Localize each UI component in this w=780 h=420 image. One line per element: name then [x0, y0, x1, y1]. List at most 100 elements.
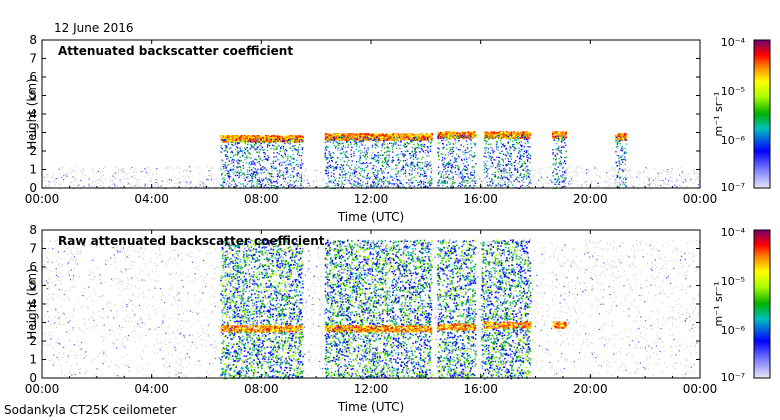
cloud-pixel [254, 136, 257, 139]
precip-pixel [326, 136, 328, 138]
precip-pixel [328, 151, 330, 153]
cloud-pixel [328, 134, 330, 137]
cloud-pixel [235, 136, 237, 138]
noise-pixel [476, 185, 478, 187]
precip-pixel [237, 153, 239, 155]
noise-pixel [112, 175, 114, 177]
noise-pixel [538, 177, 540, 180]
cloud-pixel [339, 135, 341, 137]
cloud-pixel [355, 135, 357, 138]
precip-pixel [372, 179, 374, 181]
precip-pixel [360, 170, 363, 173]
precip-pixel [411, 173, 413, 175]
noise-pixel [657, 172, 659, 174]
noise-pixel [501, 168, 503, 170]
noise-pixel [240, 186, 242, 188]
precip-pixel [385, 151, 387, 153]
precip-pixel [364, 156, 366, 158]
cloud-pixel [388, 138, 391, 141]
precip-pixel [346, 141, 348, 144]
precip-pixel [300, 180, 303, 182]
precip-pixel [220, 145, 222, 147]
noise-pixel [237, 169, 239, 171]
noise-pixel [359, 166, 361, 168]
precip-pixel [373, 184, 375, 186]
precip-pixel [277, 140, 279, 143]
cloud-pixel [364, 133, 367, 135]
precip-pixel [417, 172, 419, 174]
cloud-pixel [268, 140, 270, 142]
precip-pixel [268, 178, 270, 180]
noise-pixel [354, 183, 356, 185]
precip-pixel [391, 161, 393, 163]
precip-pixel [422, 150, 424, 152]
noise-pixel [396, 177, 398, 180]
precip-pixel [339, 149, 342, 151]
precip-pixel [360, 186, 363, 188]
precip-pixel [296, 163, 298, 166]
precip-pixel [391, 146, 393, 149]
precip-pixel [232, 159, 234, 161]
precip-pixel [296, 173, 298, 175]
cloud-pixel [444, 137, 446, 139]
precip-pixel [372, 184, 374, 186]
cloud-pixel [427, 134, 429, 136]
cloud-pixel [264, 136, 266, 138]
noise-pixel [120, 179, 122, 181]
noise-pixel [467, 170, 469, 172]
precip-pixel [280, 147, 282, 149]
noise-pixel [617, 182, 619, 184]
cloud-pixel [329, 137, 331, 139]
precip-pixel [281, 164, 283, 166]
precip-pixel [348, 180, 350, 182]
precip-pixel [226, 172, 228, 175]
noise-pixel [521, 180, 523, 182]
precip-pixel [376, 144, 378, 146]
precip-pixel [239, 166, 241, 169]
precip-pixel [223, 181, 225, 183]
precip-pixel [268, 183, 270, 185]
cloud-pixel [378, 134, 380, 136]
precip-pixel [416, 138, 418, 140]
noise-pixel [111, 179, 114, 181]
precip-pixel [415, 180, 417, 182]
cloud-pixel [292, 137, 294, 139]
precip-pixel [422, 156, 424, 158]
precip-pixel [328, 156, 330, 159]
noise-pixel [285, 173, 287, 175]
noise-pixel [346, 182, 348, 184]
precip-pixel [371, 168, 373, 170]
precip-pixel [249, 148, 251, 150]
cloud-pixel [390, 136, 393, 138]
noise-pixel [319, 185, 321, 187]
precip-pixel [411, 151, 413, 153]
noise-pixel [144, 168, 146, 170]
noise-pixel [675, 179, 677, 181]
noise-pixel [126, 183, 129, 185]
precip-pixel [409, 164, 412, 166]
precip-pixel [270, 148, 272, 150]
noise-pixel [292, 180, 294, 182]
noise-pixel [461, 188, 463, 190]
noise-pixel [639, 172, 642, 174]
cloud-pixel [275, 139, 277, 142]
noise-pixel [371, 175, 373, 178]
noise-pixel [360, 182, 362, 184]
noise-pixel [144, 185, 146, 187]
noise-pixel [97, 182, 99, 184]
precip-pixel [271, 166, 273, 168]
precip-pixel [295, 164, 297, 166]
precip-pixel [337, 157, 339, 159]
cloud-pixel [271, 136, 274, 139]
noise-pixel [670, 181, 673, 183]
noise-pixel [684, 178, 686, 180]
noise-pixel [291, 186, 293, 188]
precip-pixel [368, 138, 370, 141]
precip-pixel [292, 176, 294, 179]
noise-pixel [638, 188, 640, 190]
noise-pixel [363, 183, 365, 185]
precip-pixel [365, 177, 367, 180]
noise-pixel [671, 167, 673, 170]
precip-pixel [394, 142, 396, 144]
precip-pixel [413, 137, 415, 139]
